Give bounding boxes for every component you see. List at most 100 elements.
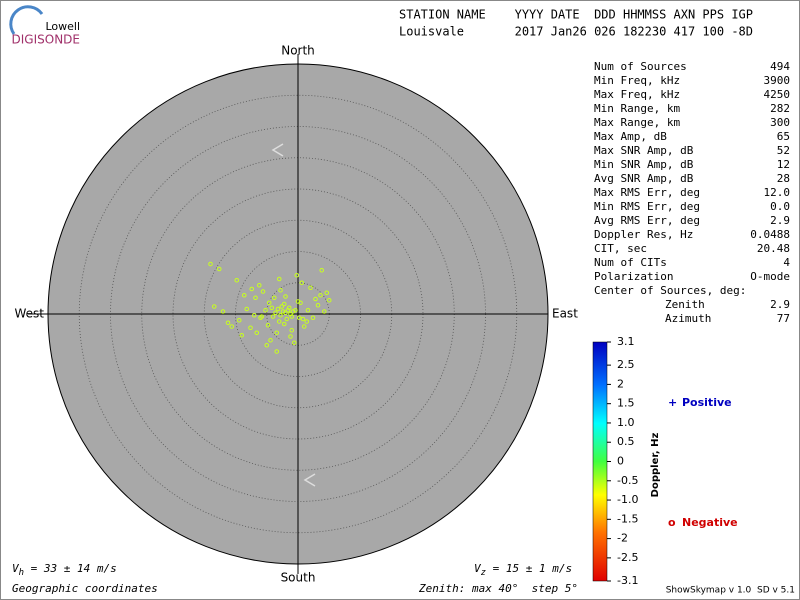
direction-label: North (281, 44, 315, 58)
source-point (294, 272, 300, 278)
stat-label: Num of CITs (594, 256, 667, 269)
source-point (315, 302, 321, 308)
source-point (260, 289, 266, 294)
velocity-h: Vh = 33 ± 14 m/s (12, 562, 117, 578)
source-point (286, 305, 292, 311)
stat-value: 12 (777, 158, 790, 171)
source-point (251, 312, 257, 318)
logo-swoosh (9, 5, 44, 35)
stat-value: 28 (777, 172, 790, 185)
source-point (289, 327, 295, 333)
source-point (301, 324, 307, 329)
stat-label: Zenith (665, 298, 705, 311)
colorbar-tick-label: -2 (617, 532, 628, 545)
drift-arrow (271, 143, 284, 157)
stat-label: Min Range, km (594, 102, 680, 115)
direction-label: East (552, 307, 578, 321)
source-point (273, 310, 278, 316)
stat-value: 77 (777, 312, 790, 325)
velocity-text: = 33 ± 14 m/s (24, 562, 117, 575)
source-point (216, 266, 222, 272)
stat-value: 2.9 (770, 214, 790, 227)
source-point (266, 300, 272, 306)
stat-label: Max Range, km (594, 116, 680, 129)
source-point (275, 306, 281, 312)
stat-value: O-mode (750, 270, 790, 283)
source-point (265, 322, 271, 328)
velocity-symbol: V (12, 562, 20, 575)
source-point (276, 319, 282, 324)
source-point (270, 314, 276, 319)
stat-label: Polarization (594, 270, 673, 283)
stat-value: 282 (770, 102, 790, 115)
source-point (291, 340, 297, 346)
source-point (244, 306, 250, 312)
source-point (319, 267, 325, 273)
source-point (208, 261, 213, 267)
source-point (295, 299, 301, 304)
direction-label: South (281, 571, 316, 585)
source-point (278, 312, 283, 318)
source-point (284, 316, 290, 322)
stat-value: 300 (770, 116, 790, 129)
stat-heading: Center of Sources, deg: (594, 284, 746, 297)
velocity-symbol: V (474, 562, 482, 575)
source-point (281, 321, 287, 327)
source-point (248, 325, 253, 331)
colorbar-tick-label: 0 (617, 455, 624, 468)
source-point (310, 315, 316, 321)
source-point (288, 334, 293, 339)
stat-label: Avg RMS Err, deg (594, 214, 700, 227)
stat-label: Max Freq, kHz (594, 88, 680, 101)
source-point (249, 286, 255, 292)
source-point (305, 307, 311, 313)
footer-coords: Geographic coordinates (12, 582, 158, 595)
direction-label: West (14, 307, 44, 321)
stat-value: 0.0488 (750, 228, 790, 241)
stat-value: 0.0 (770, 200, 790, 213)
stat-label: Max SNR Amp, dB (594, 144, 694, 157)
stat-label: Doppler Res, Hz (594, 228, 693, 241)
stat-value: 4250 (764, 88, 791, 101)
source-point (263, 307, 268, 313)
source-point (211, 304, 217, 309)
source-point (276, 276, 282, 282)
source-point (229, 324, 235, 329)
colorbar-tick-label: 0.5 (617, 435, 635, 448)
source-point (278, 287, 283, 293)
header-line: Louisvale 2017 Jan26 026 182230 417 100 … (399, 25, 753, 39)
stat-label: CIT, sec (594, 242, 647, 255)
velocity-subscript: h (19, 568, 24, 578)
source-point (326, 297, 332, 303)
stat-label: Min RMS Err, deg (594, 200, 700, 213)
colorbar-label: Doppler, Hz (650, 433, 661, 498)
source-point (308, 285, 313, 291)
footer-zenith: Zenith: max 40° step 5° (418, 582, 578, 595)
skymap-plot: North South West East (14, 44, 578, 585)
colorbar-tick-label: 2 (617, 377, 624, 390)
source-point (299, 280, 305, 286)
source-point (234, 277, 240, 283)
colorbar (592, 341, 608, 582)
colorbar-tick-label: -1.0 (617, 493, 638, 506)
stat-label: Max RMS Err, deg (594, 186, 700, 199)
footer-version: ShowSkymap v 1.0 SD v 5.1 (666, 586, 795, 596)
source-point (318, 292, 323, 298)
velocity-text: = 15 ± 1 m/s (486, 562, 572, 575)
source-point (253, 295, 258, 301)
source-point (264, 342, 270, 348)
velocity-z: Vz = 15 ± 1 m/s (474, 562, 572, 578)
source-point (281, 301, 287, 307)
header-line: STATION NAME YYYY DATE DDD HHMMSS AXN PP… (399, 8, 753, 22)
source-point (321, 309, 327, 314)
source-point (271, 295, 277, 301)
source-point (324, 290, 330, 296)
stat-value: 3900 (764, 74, 791, 87)
stat-value: 20.48 (757, 242, 790, 255)
stat-value: 65 (777, 130, 790, 143)
stat-value: 494 (770, 60, 790, 73)
stat-label: Num of Sources (594, 60, 687, 73)
source-point (236, 317, 242, 323)
source-point (241, 292, 247, 298)
